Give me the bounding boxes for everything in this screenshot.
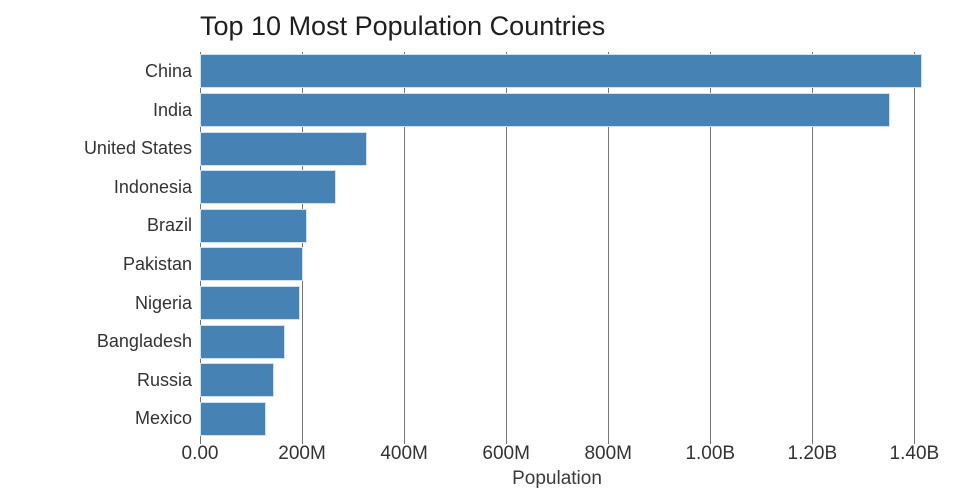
y-axis-label-russia: Russia xyxy=(136,369,192,390)
y-axis-label-china: China xyxy=(144,61,192,81)
x-axis-tick-label-200m: 200M xyxy=(278,443,326,464)
y-axis-label-nigeria: Nigeria xyxy=(134,292,192,313)
y-axis-label-united-states: United States xyxy=(83,138,192,159)
y-axis-label-pakistan: Pakistan xyxy=(122,254,192,274)
x-axis-tick-labels: 0.00 200M 400M 600M 800M 1.00B 1.20B 1.40B xyxy=(182,443,945,465)
x-axis-tick-label-1-20b: 1.20B xyxy=(787,443,838,464)
x-axis-title: Population xyxy=(512,468,602,489)
plot-area xyxy=(200,52,945,444)
bar-nigeria xyxy=(200,285,300,320)
bar-brazil xyxy=(200,208,308,243)
gridline xyxy=(608,52,610,444)
bar-india xyxy=(200,92,891,127)
x-axis-tick-label-0-00: 0.00 xyxy=(181,443,219,464)
x-axis-tick-label-1-00b: 1.00B xyxy=(685,443,736,464)
y-axis-label-brazil: Brazil xyxy=(146,215,192,236)
x-axis-tick-label-400m: 400M xyxy=(380,443,428,464)
gridline xyxy=(914,52,916,444)
bar-russia xyxy=(200,363,274,398)
y-axis-label-mexico: Mexico xyxy=(134,408,192,429)
y-axis-label-indonesia: Indonesia xyxy=(113,176,192,197)
chart-title: Top 10 Most Population Countries xyxy=(200,11,606,41)
bar-china xyxy=(200,54,923,89)
bar-indonesia xyxy=(200,170,337,205)
bar-pakistan xyxy=(200,247,303,282)
x-axis-tick-label-800m: 800M xyxy=(584,443,632,464)
bar-united-states xyxy=(200,131,367,166)
bar-mexico xyxy=(200,401,266,436)
y-axis-label-bangladesh: Bangladesh xyxy=(96,331,192,352)
gridline xyxy=(506,52,508,444)
gridline xyxy=(404,52,406,444)
x-axis-tick-label-600m: 600M xyxy=(482,443,530,464)
y-axis-label-india: India xyxy=(152,99,192,120)
gridline xyxy=(812,52,814,444)
x-axis-tick-label-1-40b: 1.40B xyxy=(889,443,940,464)
gridline xyxy=(710,52,712,444)
x-axis-title-wrap: Population xyxy=(200,468,914,490)
bar-bangladesh xyxy=(200,324,285,359)
